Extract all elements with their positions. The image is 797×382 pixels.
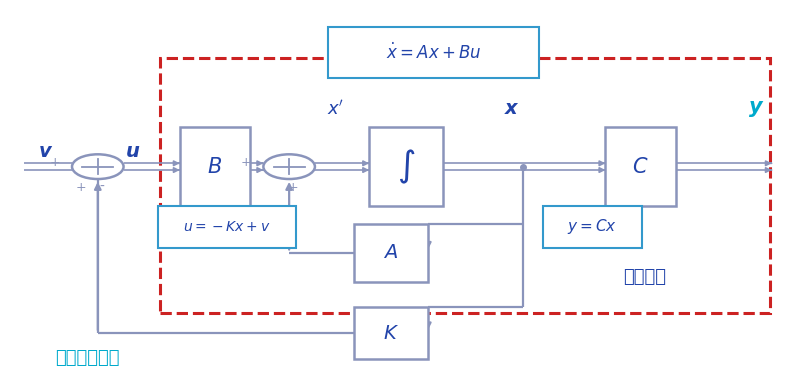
FancyBboxPatch shape: [354, 224, 428, 282]
Text: $\boldsymbol{x'}$: $\boldsymbol{x'}$: [328, 99, 344, 118]
Text: +: +: [49, 156, 60, 170]
Text: $\boldsymbol{y}$: $\boldsymbol{y}$: [748, 99, 764, 119]
Bar: [160, 58, 769, 312]
Text: 状态反馈控制: 状态反馈控制: [55, 349, 120, 367]
Text: $B$: $B$: [207, 157, 222, 176]
Text: $K$: $K$: [383, 324, 398, 343]
Text: $\boldsymbol{x}$: $\boldsymbol{x}$: [504, 99, 520, 118]
Text: 开环系统: 开环系统: [623, 268, 666, 286]
Circle shape: [263, 154, 315, 179]
Text: +: +: [241, 156, 252, 170]
FancyBboxPatch shape: [180, 127, 250, 206]
FancyBboxPatch shape: [543, 206, 642, 248]
FancyBboxPatch shape: [606, 127, 676, 206]
Text: +: +: [75, 181, 86, 194]
Text: $\dot{x} = Ax + Bu$: $\dot{x} = Ax + Bu$: [386, 42, 481, 63]
Text: $\boldsymbol{u}$: $\boldsymbol{u}$: [125, 142, 140, 161]
Text: $C$: $C$: [632, 157, 649, 176]
Text: $y = Cx$: $y = Cx$: [567, 217, 617, 236]
FancyBboxPatch shape: [354, 307, 428, 359]
Text: $u = -Kx + v$: $u = -Kx + v$: [183, 220, 270, 233]
FancyBboxPatch shape: [369, 127, 443, 206]
Text: $\int$: $\int$: [397, 147, 415, 186]
FancyBboxPatch shape: [328, 27, 539, 78]
Text: +: +: [288, 181, 298, 194]
Text: -: -: [100, 180, 104, 194]
Text: $\boldsymbol{v}$: $\boldsymbol{v}$: [37, 142, 53, 161]
Text: $A$: $A$: [383, 243, 398, 262]
FancyBboxPatch shape: [158, 206, 296, 248]
Circle shape: [72, 154, 124, 179]
